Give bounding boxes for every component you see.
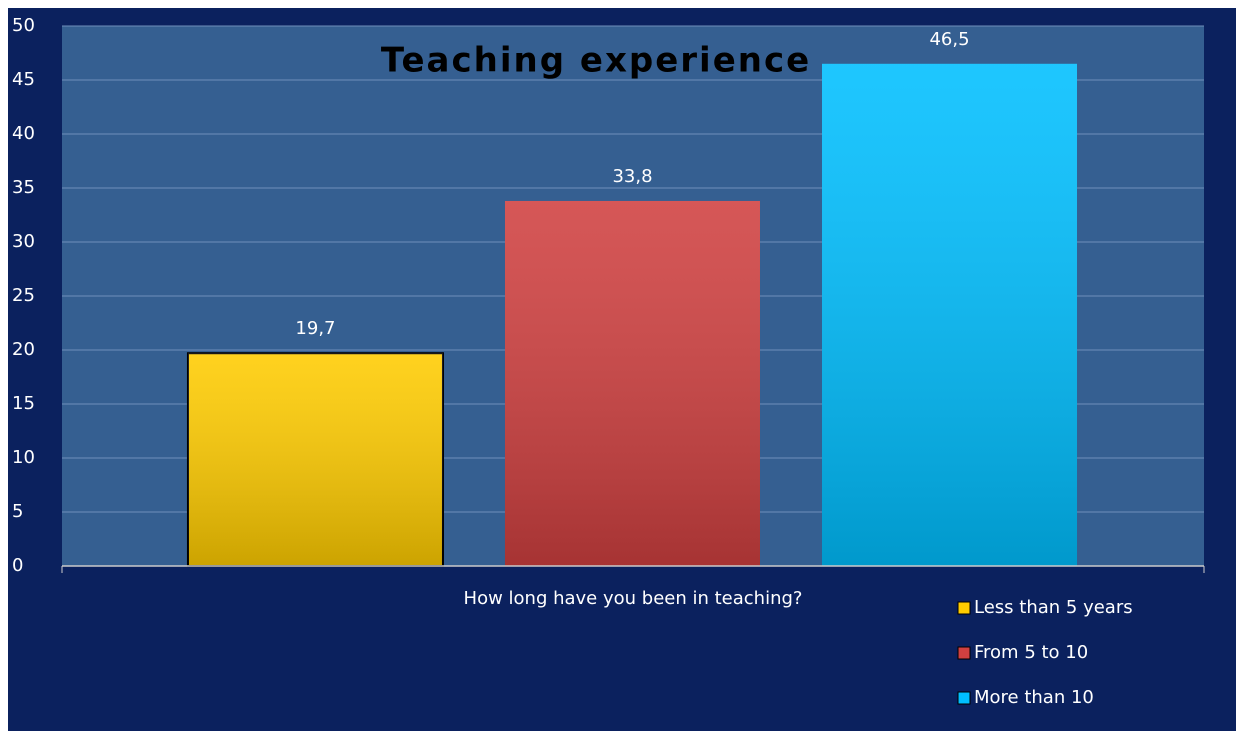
legend-label: More than 10: [974, 687, 1094, 708]
y-tick-label: 45: [12, 69, 35, 90]
legend-label: Less than 5 years: [974, 597, 1133, 618]
bar-shade: [187, 353, 443, 566]
legend-swatch: [957, 691, 971, 705]
bar-shade: [822, 63, 1078, 567]
y-tick-label: 15: [12, 393, 35, 414]
legend-swatch: [957, 601, 971, 615]
y-tick-label: 50: [12, 15, 35, 36]
y-tick-label: 5: [12, 501, 23, 522]
value-label: 46,5: [929, 29, 969, 50]
y-tick-label: 40: [12, 123, 35, 144]
y-tick-label: 10: [12, 447, 35, 468]
value-label: 33,8: [612, 166, 652, 187]
y-tick-label: 20: [12, 339, 35, 360]
x-axis-label: How long have you been in teaching?: [464, 588, 803, 609]
legend-label: From 5 to 10: [974, 642, 1088, 663]
bar-shade: [504, 200, 760, 566]
y-tick-label: 30: [12, 231, 35, 252]
y-tick-label: 35: [12, 177, 35, 198]
y-tick-label: 25: [12, 285, 35, 306]
value-label: 19,7: [295, 318, 335, 339]
chart-title: Teaching experience: [381, 41, 811, 81]
y-tick-label: 0: [12, 555, 23, 576]
legend-swatch: [957, 646, 971, 660]
